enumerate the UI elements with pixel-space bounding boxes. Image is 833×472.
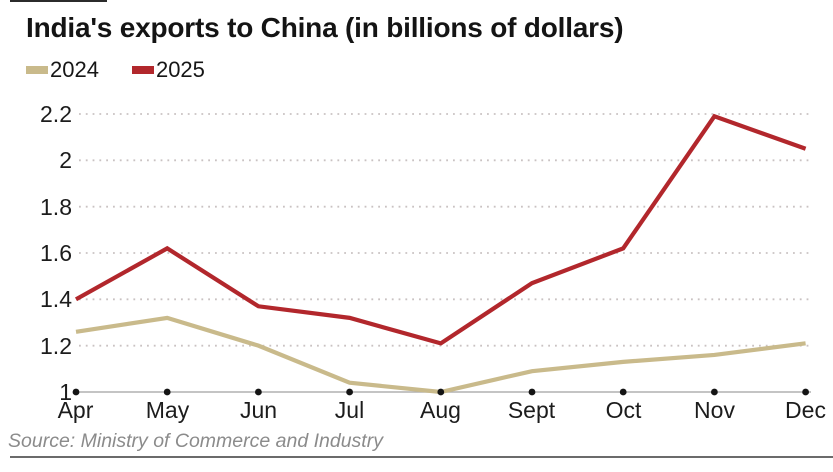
x-tick-label: Dec <box>785 397 826 423</box>
y-tick-label: 1 <box>59 379 72 405</box>
y-tick-label: 2.2 <box>40 101 72 127</box>
source-caption: Source: Ministry of Commerce and Industr… <box>8 430 383 452</box>
axis-tick-dot <box>163 388 171 396</box>
x-tick-label: Nov <box>694 397 735 423</box>
axis-tick-dot <box>346 388 353 396</box>
y-tick-label: 1.4 <box>40 286 72 312</box>
y-tick-label: 1.6 <box>40 240 72 266</box>
y-tick-label: 1.2 <box>40 333 72 359</box>
axis-tick-dot <box>255 388 262 396</box>
axis-tick-dot <box>72 388 80 396</box>
x-tick-label: Sept <box>507 397 556 423</box>
y-tick-label: 1.8 <box>40 194 72 220</box>
axis-tick-dot <box>528 388 536 396</box>
legend-item-2025: 2025 <box>131 57 205 83</box>
line-series-2024 <box>75 315 806 395</box>
x-tick-label: Jun <box>239 397 278 423</box>
legend-swatch-2025 <box>131 66 154 74</box>
x-tick-label: Aug <box>420 397 461 423</box>
axis-tick-dot <box>619 388 627 396</box>
legend-label-2025: 2025 <box>155 57 205 82</box>
footer-rule <box>10 456 833 458</box>
legend-item-2024: 2024 <box>26 57 99 83</box>
x-tick-label: Apr <box>57 397 94 423</box>
axis-tick-dot <box>437 388 445 396</box>
top-edge-artifact <box>10 0 107 2</box>
line-series-2025 <box>74 113 807 346</box>
y-tick-label: 2 <box>59 147 72 173</box>
x-tick-label: May <box>145 397 190 423</box>
legend-swatch-2024 <box>26 66 48 74</box>
axis-tick-dot <box>802 388 809 396</box>
x-tick-label: Jul <box>334 397 365 423</box>
x-tick-label: Oct <box>605 397 642 423</box>
legend: 2024 2025 <box>26 57 205 83</box>
axis-tick-dot <box>711 388 718 396</box>
chart-title: India's exports to China (in billions of… <box>26 12 624 43</box>
legend-label-2024: 2024 <box>50 57 99 82</box>
